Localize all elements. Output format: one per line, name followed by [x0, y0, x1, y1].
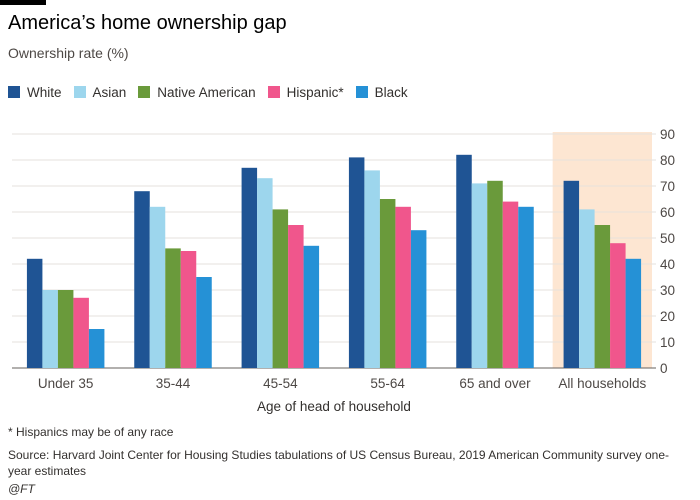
brand-bar — [0, 0, 46, 5]
bar-native-american-1 — [165, 248, 181, 368]
chart-legend: White Asian Native American Hispanic* Black — [8, 83, 420, 101]
bar-hispanic--2 — [288, 225, 304, 368]
y-tick-label: 70 — [660, 179, 675, 194]
legend-item-3: Hispanic* — [267, 84, 344, 100]
x-tick-label: 45-54 — [263, 376, 298, 391]
x-tick-label: 65 and over — [459, 376, 531, 391]
legend-swatch — [138, 86, 151, 98]
bar-black-3 — [410, 230, 427, 368]
bar-native-american-5 — [594, 225, 611, 368]
y-tick-label: 20 — [660, 309, 675, 324]
bar-native-american-3 — [379, 199, 396, 368]
legend-swatch — [267, 86, 280, 98]
bar-black-5 — [625, 258, 642, 368]
legend-swatch — [8, 86, 20, 98]
x-tick-label: All households — [558, 376, 646, 391]
bar-black-1 — [196, 277, 212, 368]
bar-hispanic--0 — [73, 297, 89, 368]
bar-native-american-0 — [57, 290, 74, 368]
bar-black-0 — [88, 329, 105, 368]
bar-hispanic--4 — [502, 201, 519, 368]
bar-black-4 — [518, 206, 534, 368]
chart-title: America’s home ownership gap — [8, 12, 287, 34]
footnote: * Hispanics may be of any race — [8, 425, 174, 439]
bar-white-1 — [134, 191, 150, 368]
bar-hispanic--3 — [395, 206, 411, 368]
bar-white-4 — [456, 154, 472, 368]
bar-chart: 0 10 20 30 40 50 60 70 80 90 Under 35 35-44 45-54 55-… — [12, 127, 675, 414]
bar-asian-3 — [364, 170, 380, 368]
legend-item-0: White — [8, 85, 62, 100]
legend-item-4: Black — [355, 84, 408, 100]
y-tick-label: 30 — [660, 283, 675, 298]
chart-subtitle: Ownership rate (%) — [8, 45, 129, 61]
legend-item-1: Asian — [73, 84, 127, 100]
legend-label: White — [27, 84, 62, 100]
bar-asian-0 — [42, 290, 58, 368]
legend-label: Native American — [157, 84, 256, 100]
bar-white-0 — [26, 258, 43, 368]
y-tick-label: 10 — [660, 335, 675, 350]
bar-native-american-4 — [487, 180, 503, 368]
legend-swatch — [73, 86, 86, 98]
y-tick-label: 60 — [660, 205, 675, 220]
x-axis-label: Age of head of household — [257, 399, 411, 414]
y-tick-label: 80 — [660, 153, 675, 168]
y-tick-label: 90 — [660, 127, 675, 142]
x-tick-label: 55-64 — [370, 376, 405, 391]
bar-asian-1 — [149, 206, 166, 368]
legend-swatch — [355, 86, 368, 98]
y-tick-label: 0 — [660, 361, 668, 376]
bar-hispanic--5 — [610, 243, 626, 368]
bar-white-2 — [241, 167, 258, 368]
bar-native-american-2 — [272, 209, 289, 368]
credit: @FT — [8, 482, 35, 496]
bar-white-3 — [348, 157, 365, 368]
legend-label: Black — [374, 84, 408, 100]
bar-white-5 — [563, 180, 580, 368]
bar-asian-2 — [257, 178, 273, 368]
source-note: Source: Harvard Joint Center for Housing… — [8, 448, 669, 478]
legend-label: Hispanic* — [286, 84, 344, 100]
x-tick-label: 35-44 — [156, 376, 191, 391]
bar-hispanic--1 — [180, 251, 197, 368]
legend-item-2: Native American — [138, 84, 256, 100]
bar-asian-4 — [471, 183, 488, 368]
bar-black-2 — [303, 245, 320, 368]
legend-label: Asian — [92, 84, 127, 100]
y-tick-label: 40 — [660, 257, 675, 272]
bar-asian-5 — [579, 209, 595, 368]
y-tick-label: 50 — [660, 231, 675, 246]
x-tick-label: Under 35 — [38, 376, 94, 391]
